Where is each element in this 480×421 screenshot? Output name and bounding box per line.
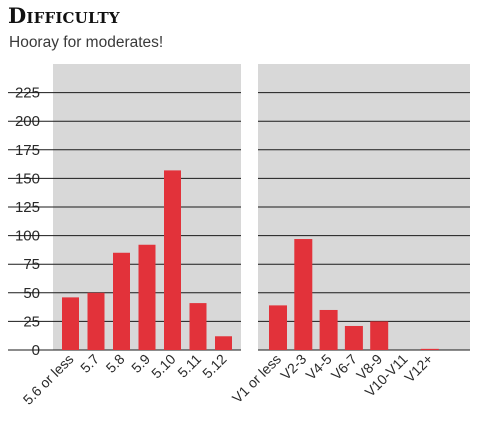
bar-1-2 xyxy=(87,292,105,350)
bar-2-2 xyxy=(294,239,313,350)
bar-1-3 xyxy=(113,252,130,350)
bar-1-4 xyxy=(138,244,156,350)
x-tick-label: 5.7 xyxy=(77,351,102,376)
bar-2-5 xyxy=(370,321,389,350)
bar-2-1 xyxy=(269,305,287,350)
x-tick-label: V4-5 xyxy=(302,351,334,383)
x-tick-label: 5.6 or less xyxy=(20,351,77,408)
bar-2-7 xyxy=(420,348,439,350)
x-tick-label: 5.8 xyxy=(103,351,128,376)
x-tick-label: V1 or less xyxy=(229,351,284,406)
bar-1-5 xyxy=(164,170,181,350)
bar-1-6 xyxy=(189,303,207,350)
bar-1-7 xyxy=(215,336,232,350)
bar-1-1 xyxy=(62,297,79,350)
x-tick-label: V6-7 xyxy=(328,351,360,383)
chart-subtitle: Hooray for moderates! xyxy=(9,34,164,51)
x-tick-label: 5.10 xyxy=(148,351,179,382)
x-tick-label: 5.11 xyxy=(174,351,204,381)
chart-title: Difficulty xyxy=(8,3,120,28)
bar-2-3 xyxy=(319,309,338,350)
x-tick-label: V12+ xyxy=(401,351,436,386)
bar-2-4 xyxy=(344,325,363,350)
x-tick-label: 5.12 xyxy=(199,351,230,382)
x-tick-label: V2-3 xyxy=(277,351,309,383)
